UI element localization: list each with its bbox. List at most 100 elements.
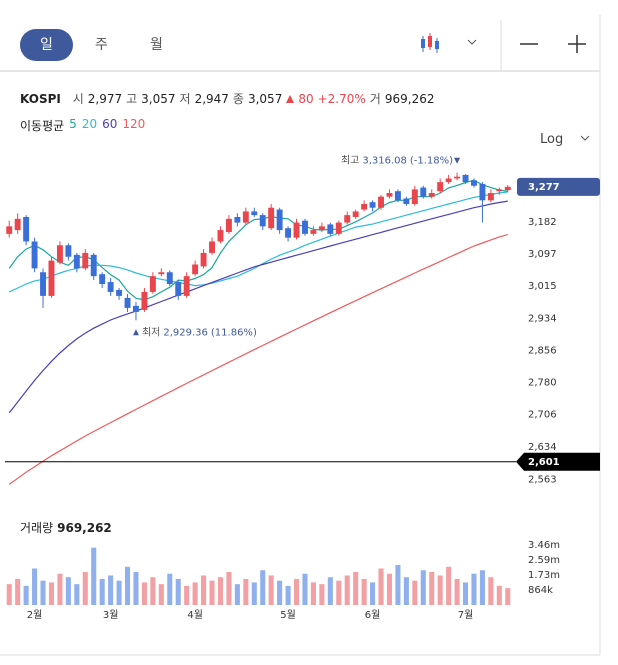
y-tick-label: 2,706 — [528, 410, 557, 421]
candle-body — [192, 264, 199, 275]
volume-bar — [175, 578, 181, 605]
x-tick-label: 4월 — [187, 609, 203, 621]
volume-bar — [277, 580, 283, 605]
candle-body — [462, 174, 469, 183]
volume-bar — [40, 580, 46, 605]
candle-body — [107, 282, 114, 292]
candle-body — [149, 276, 156, 292]
candle-body — [411, 189, 418, 205]
high-annotation: 최고 3,316.08 (-1.18%) — [341, 155, 453, 167]
annotation-part: 3,316.08 — [362, 156, 407, 167]
x-tick-label: 6월 — [365, 609, 381, 621]
volume-tick-label: 1.73m — [528, 570, 560, 581]
volume-bar — [74, 584, 80, 605]
low-arrow — [132, 329, 139, 336]
candle-body — [82, 252, 89, 269]
volume-bar — [336, 580, 342, 605]
close-label: 종 — [232, 92, 244, 106]
candle-body — [183, 276, 190, 296]
volume-bar — [319, 584, 325, 605]
candle-body — [40, 272, 46, 296]
volume-value: 969,262 — [57, 521, 112, 535]
scale-label: Log — [540, 132, 564, 147]
y-tick-label: 2,634 — [528, 442, 557, 453]
volume-bar — [327, 577, 333, 605]
ma-legend-entry: 120 — [122, 117, 146, 131]
candle-body — [504, 186, 511, 191]
volume-bar — [462, 582, 469, 605]
candle-body — [48, 260, 55, 296]
volume-bar — [108, 575, 114, 605]
candle-body — [378, 196, 384, 208]
symbol: KOSPI — [20, 91, 61, 106]
candle-body — [361, 204, 368, 210]
candle-body — [276, 209, 283, 231]
zoom-in[interactable] — [568, 35, 586, 53]
chart-type-button[interactable] — [421, 33, 439, 53]
low-annotation: 최저 2,929.36 (11.86%) — [142, 326, 257, 338]
volume-bar — [454, 578, 460, 605]
candle-body — [310, 230, 317, 234]
candle-body — [234, 216, 241, 223]
volume-bar — [344, 575, 350, 605]
up-arrow — [286, 94, 295, 103]
scale-chevron — [581, 135, 590, 141]
candle-body — [158, 272, 165, 275]
tab-week[interactable]: 주 — [95, 37, 108, 53]
quote-header: KOSPI 시 2,977 고 3,057 저 2,947 종 3,057 80 +2.… — [20, 90, 434, 107]
crosshair-box — [516, 452, 600, 471]
candle-body — [302, 220, 308, 234]
annotation-part: 최저 — [142, 326, 160, 338]
x-tick-label: 7월 — [458, 609, 474, 621]
candle-body — [428, 193, 435, 197]
x-tick-label: 2월 — [27, 609, 43, 621]
volume-bar — [99, 578, 105, 605]
candle-body — [285, 228, 292, 238]
volume-bar — [15, 578, 21, 605]
volume-bar — [505, 588, 511, 605]
volume-bar — [243, 578, 249, 605]
volume-bar — [268, 575, 274, 605]
candle-body — [175, 282, 182, 296]
candle-body — [99, 274, 106, 285]
candle-body — [242, 211, 249, 223]
candle-body — [403, 198, 410, 205]
volume-bar — [471, 573, 477, 605]
candle-body — [166, 272, 173, 285]
tab-month[interactable]: 월 — [150, 37, 163, 53]
volume-bar — [234, 584, 240, 605]
volume-bar — [201, 575, 207, 605]
volume-bar — [488, 577, 494, 605]
volume-bar — [378, 568, 384, 605]
volume-bar — [116, 580, 122, 605]
y-tick-label: 3,097 — [528, 249, 557, 260]
close-value: 3,057 — [247, 91, 283, 106]
volume-bar — [6, 584, 12, 605]
volume-bar — [412, 580, 418, 605]
dropdown-chevron[interactable] — [467, 39, 477, 45]
candle-body — [327, 224, 334, 234]
volume-label: 거 — [369, 92, 381, 106]
volume-bar — [65, 577, 71, 605]
candle-body — [394, 191, 401, 201]
volume-bar — [310, 582, 316, 605]
volume-bar — [150, 577, 156, 605]
low-value: 2,947 — [194, 91, 229, 106]
volume-bar — [361, 578, 367, 605]
open-value: 2,977 — [87, 91, 123, 106]
scale-toggle[interactable]: Log — [540, 132, 591, 147]
volume-bar — [496, 585, 502, 605]
candle-body — [445, 178, 452, 183]
volume-bar — [57, 573, 63, 605]
y-tick-label: 3,182 — [528, 217, 557, 228]
y-tick-label: 2,934 — [528, 313, 557, 324]
price-marker-label: 3,277 — [528, 182, 560, 193]
volume-bar — [446, 566, 452, 605]
candle-body — [200, 252, 207, 267]
candle-body — [31, 241, 38, 269]
tab-day[interactable]: 일 — [20, 29, 73, 61]
candle-body — [471, 180, 477, 186]
ma-label: 이동평균 — [20, 119, 65, 133]
candle-body — [259, 215, 266, 227]
volume-bar — [91, 547, 97, 605]
